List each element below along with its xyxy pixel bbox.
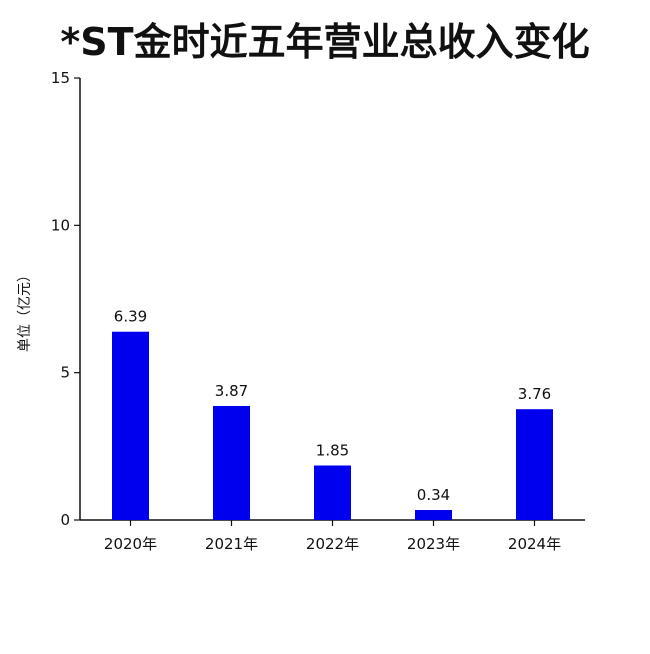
bar-value-label: 3.87 [215, 382, 248, 400]
bars-group [112, 331, 553, 520]
bar [112, 331, 149, 520]
x-tick-label: 2020年 [104, 535, 157, 553]
x-tick-label: 2022年 [306, 535, 359, 553]
y-axis-label: 单位（亿元） [17, 268, 33, 352]
bar [314, 465, 351, 520]
bar [213, 405, 250, 520]
x-tick-label: 2024年 [508, 535, 561, 553]
y-tick-label: 15 [51, 69, 70, 87]
bar [516, 409, 553, 520]
x-tick-label: 2021年 [205, 535, 258, 553]
chart-title: *ST金时近五年营业总收入变化 [60, 20, 590, 64]
bar [415, 509, 452, 520]
bar-value-label: 6.39 [114, 308, 147, 326]
labels-group: 0 5 10 15 6.39 2020年 3.87 2021年 1.85 2022年 0.34 202… [51, 69, 561, 553]
bar-value-label: 3.76 [518, 385, 551, 403]
bar-value-label: 1.85 [316, 441, 349, 459]
x-tick-label: 2023年 [407, 535, 460, 553]
y-tick-label: 0 [60, 511, 70, 529]
y-tick-label: 5 [60, 364, 70, 382]
bar-value-label: 0.34 [417, 486, 450, 504]
y-tick-label: 10 [51, 216, 70, 234]
